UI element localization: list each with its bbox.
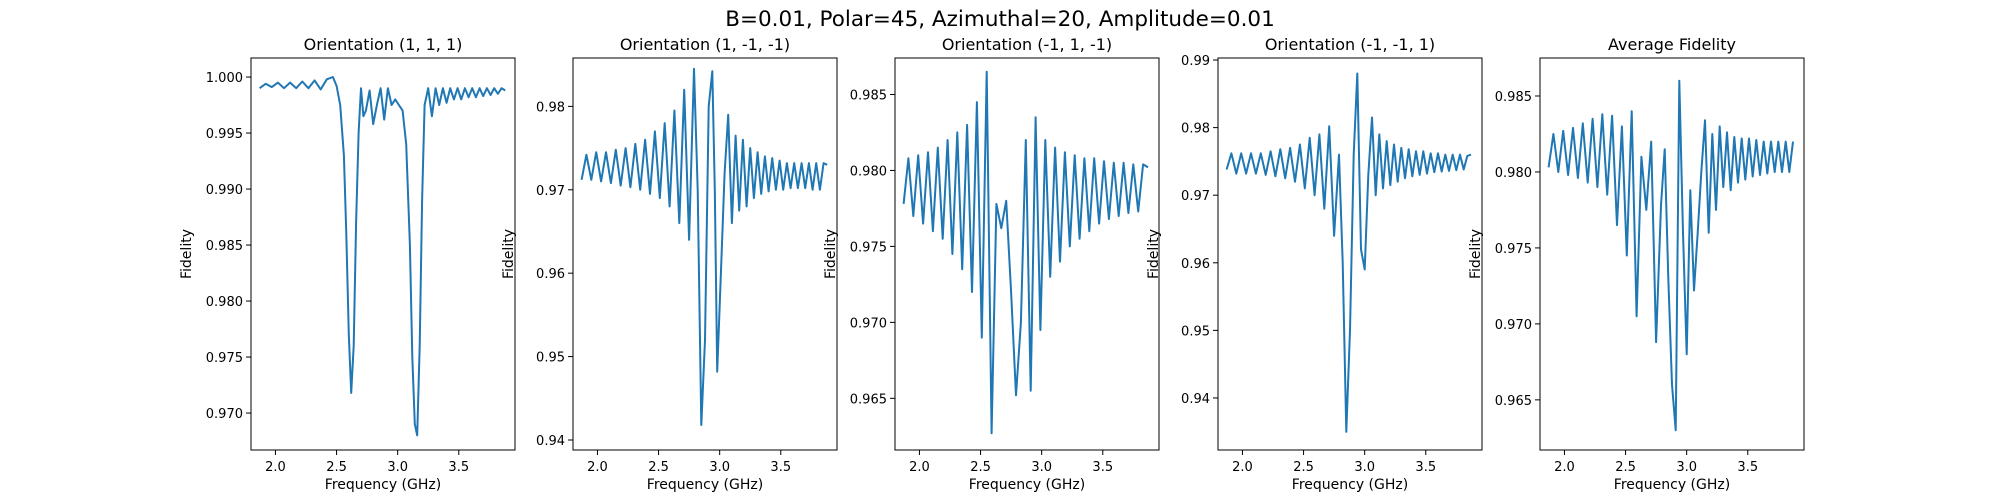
y-tick-label: 0.95 [536, 351, 565, 366]
x-axis-label: Frequency (GHz) [647, 477, 763, 493]
y-tick-label: 0.995 [206, 127, 243, 142]
y-axis-label: Fidelity [823, 229, 839, 279]
y-tick-label: 0.985 [850, 88, 887, 103]
fidelity-line [902, 70, 1149, 435]
y-tick-label: 0.98 [536, 100, 565, 115]
y-tick-label: 0.975 [850, 240, 887, 255]
x-tick-label: 3.0 [709, 460, 730, 475]
y-tick-label: 0.99 [1181, 54, 1210, 69]
x-tick-label: 3.5 [1092, 460, 1113, 475]
y-tick-label: 0.970 [1495, 318, 1532, 333]
x-tick-label: 3.5 [770, 460, 791, 475]
panel-title: Orientation (-1, -1, 1) [1265, 35, 1435, 54]
x-tick-label: 2.5 [1293, 460, 1314, 475]
chart-panel-2: Orientation (1, -1, -1) 2.0 2.5 3.0 3.5 0.94 0… [501, 35, 838, 493]
x-tick-label: 2.5 [648, 460, 669, 475]
y-tick-label: 0.94 [1181, 392, 1210, 407]
x-tick-label: 3.0 [1354, 460, 1375, 475]
y-tick-label: 0.970 [850, 316, 887, 331]
x-tick-label: 2.0 [909, 460, 930, 475]
x-axis-label: Frequency (GHz) [1614, 477, 1730, 493]
panel-title: Average Fidelity [1608, 35, 1736, 54]
x-tick-label: 3.0 [387, 460, 408, 475]
chart-panel-5: Average Fidelity 2.0 2.5 3.0 3.5 0.965 0.970 0.… [1468, 35, 1805, 493]
x-axis-label: Frequency (GHz) [1292, 477, 1408, 493]
x-tick-label: 2.5 [326, 460, 347, 475]
x-tick-label: 2.5 [970, 460, 991, 475]
y-tick-label: 0.96 [1181, 257, 1210, 272]
x-tick-label: 3.0 [1676, 460, 1697, 475]
y-axis-label: Fidelity [501, 229, 517, 279]
fidelity-line [580, 67, 828, 426]
y-axis-label: Fidelity [179, 229, 195, 279]
y-tick-label: 0.965 [1495, 394, 1532, 409]
y-tick-label: 0.975 [1495, 242, 1532, 257]
x-tick-label: 3.0 [1031, 460, 1052, 475]
panels: Orientation (1, 1, 1) 2.0 2.5 3.0 3.5 0.970 0.… [179, 35, 1805, 493]
y-tick-label: 0.980 [850, 164, 887, 179]
y-tick-label: 0.985 [206, 239, 243, 254]
panel-title: Orientation (1, -1, -1) [620, 35, 790, 54]
plot-frame [572, 57, 838, 451]
plot-frame [1217, 57, 1483, 451]
y-tick-label: 0.975 [206, 351, 243, 366]
panel-title: Orientation (-1, 1, -1) [942, 35, 1112, 54]
y-tick-label: 0.97 [536, 184, 565, 199]
y-axis-label: Fidelity [1468, 229, 1484, 279]
x-axis-label: Frequency (GHz) [969, 477, 1085, 493]
chart-panel-4: Orientation (-1, -1, 1) 2.0 2.5 3.0 3.5 0.94 0… [1146, 35, 1483, 493]
fidelity-line [1225, 72, 1472, 433]
x-tick-label: 3.5 [1415, 460, 1436, 475]
chart-panel-3: Orientation (-1, 1, -1) 2.0 2.5 3.0 3.5 0.965… [823, 35, 1160, 493]
y-tick-label: 0.965 [850, 392, 887, 407]
y-tick-label: 0.98 [1181, 122, 1210, 137]
fidelity-line [259, 76, 506, 437]
x-tick-label: 2.5 [1615, 460, 1636, 475]
y-tick-label: 0.94 [536, 434, 565, 449]
x-tick-label: 2.0 [587, 460, 608, 475]
y-tick-label: 0.96 [536, 267, 565, 282]
plot-frame [1539, 57, 1805, 451]
y-tick-label: 0.980 [206, 295, 243, 310]
x-tick-label: 2.0 [1232, 460, 1253, 475]
x-tick-label: 2.0 [265, 460, 286, 475]
plot-frame [894, 57, 1160, 451]
chart-panel-1: Orientation (1, 1, 1) 2.0 2.5 3.0 3.5 0.970 0.… [179, 35, 516, 493]
x-tick-label: 3.5 [1737, 460, 1758, 475]
x-tick-label: 3.5 [448, 460, 469, 475]
y-axis-label: Fidelity [1146, 229, 1162, 279]
y-tick-label: 1.000 [206, 71, 243, 86]
x-axis-label: Frequency (GHz) [325, 477, 441, 493]
x-tick-label: 2.0 [1554, 460, 1575, 475]
panel-title: Orientation (1, 1, 1) [304, 35, 463, 54]
fidelity-line [1547, 79, 1794, 432]
y-tick-label: 0.970 [206, 407, 243, 422]
plot-frame [250, 57, 516, 451]
y-tick-label: 0.990 [206, 183, 243, 198]
y-tick-label: 0.97 [1181, 189, 1210, 204]
y-tick-label: 0.980 [1495, 166, 1532, 181]
y-tick-label: 0.95 [1181, 324, 1210, 339]
y-tick-label: 0.985 [1495, 90, 1532, 105]
figure-suptitle: B=0.01, Polar=45, Azimuthal=20, Amplitud… [725, 7, 1275, 32]
